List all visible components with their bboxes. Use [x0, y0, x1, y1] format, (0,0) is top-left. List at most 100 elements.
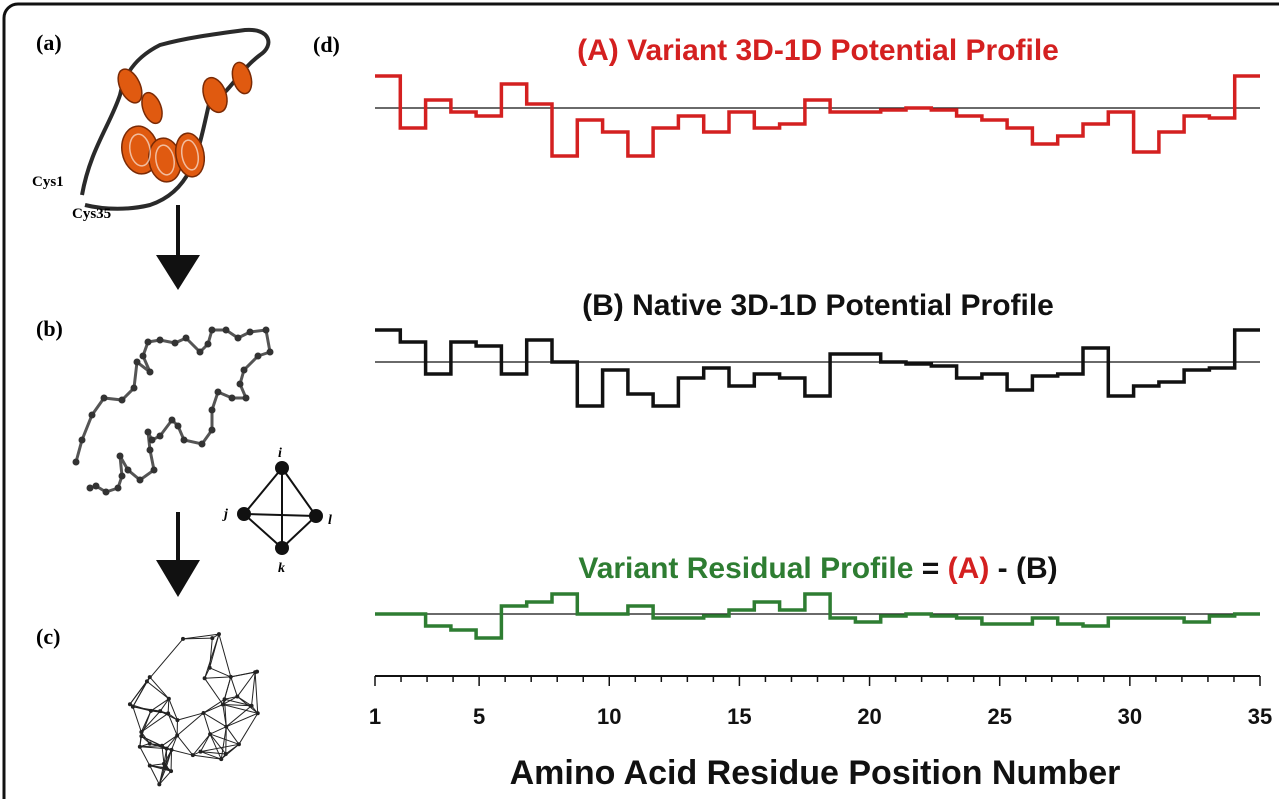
- x-tick-label: 5: [473, 704, 485, 729]
- backbone-atom: [150, 466, 158, 474]
- profile-title-residual: Variant Residual Profile = (A) - (B): [578, 552, 1057, 585]
- mesh-edge: [222, 696, 238, 705]
- mesh-vertex: [228, 674, 233, 679]
- mesh-edge: [177, 712, 204, 721]
- mesh-edge: [150, 698, 170, 712]
- mesh-vertex: [208, 732, 213, 737]
- backbone-atom: [130, 384, 138, 392]
- backbone-atom: [148, 436, 156, 444]
- backbone-atom: [182, 334, 190, 342]
- title-main: (B) Native 3D-1D Potential Profile: [582, 289, 1054, 322]
- backbone-atom: [118, 396, 126, 404]
- backbone-atom: [222, 326, 230, 334]
- mesh-vertex: [220, 702, 225, 707]
- mesh-edge: [166, 735, 178, 749]
- backbone-atom: [208, 326, 216, 334]
- backbone-atom: [262, 326, 270, 334]
- mesh-edge: [167, 698, 170, 714]
- mesh-vertex: [190, 753, 195, 758]
- backbone-atom: [171, 339, 179, 347]
- backbone-atom: [168, 416, 176, 424]
- backbone-atom: [196, 348, 204, 356]
- mesh-edge: [140, 710, 161, 733]
- profile-title-B: (B) Native 3D-1D Potential Profile: [582, 289, 1054, 322]
- mesh-vertex: [139, 730, 144, 735]
- mesh-vertex: [249, 703, 254, 708]
- backbone-atom: [204, 340, 212, 348]
- vertex-label-l: l: [328, 513, 332, 528]
- mesh-edge: [225, 726, 240, 745]
- mesh-vertex: [201, 710, 206, 715]
- mesh-edge: [159, 698, 170, 712]
- mesh-edge: [168, 698, 178, 721]
- backbone-atom: [254, 352, 262, 360]
- mesh-edge: [236, 671, 256, 697]
- backbone-atom: [136, 476, 144, 484]
- panel-label-a: (a): [36, 30, 62, 55]
- x-tick-label: 10: [597, 704, 621, 729]
- backbone-trace: [72, 326, 274, 496]
- profile-chart: (A) Variant 3D-1D Potential Profile (B) N…: [369, 34, 1272, 792]
- backbone-atom: [242, 394, 250, 402]
- mesh-vertex: [159, 743, 164, 748]
- mesh-vertex: [147, 675, 152, 680]
- mesh-vertex: [139, 734, 144, 739]
- mesh-vertex: [164, 765, 169, 770]
- vertex-label-j: j: [222, 507, 228, 522]
- mesh-vertex: [130, 704, 135, 709]
- mesh-edge: [192, 733, 211, 756]
- mesh-edge: [222, 704, 252, 707]
- mesh-vertex: [181, 636, 186, 641]
- mesh-edge: [230, 671, 258, 678]
- mesh-edge: [161, 735, 178, 747]
- mesh-edge: [200, 743, 240, 753]
- backbone-atom: [234, 334, 242, 342]
- mesh-edge: [209, 726, 227, 735]
- mesh-edge: [209, 733, 222, 760]
- mesh-vertex: [166, 711, 171, 716]
- mesh-edge: [140, 731, 151, 744]
- x-tick-label: 1: [369, 704, 381, 729]
- mesh-vertex: [224, 724, 229, 729]
- mesh-edge: [132, 706, 142, 733]
- mesh-edge: [203, 704, 224, 714]
- mesh-vertex: [164, 746, 169, 751]
- arrow-a-to-b: [156, 205, 200, 290]
- mesh-vertex: [210, 636, 215, 641]
- title-a: (A): [948, 552, 990, 585]
- mesh-edge: [224, 696, 238, 700]
- cys1-label: Cys1: [32, 174, 64, 190]
- x-tick-label: 15: [727, 704, 751, 729]
- mesh-edge: [139, 746, 167, 750]
- mesh-edge: [140, 710, 152, 733]
- title-equals: =: [913, 552, 947, 585]
- mesh-vertex: [222, 697, 227, 702]
- mesh-edge: [204, 634, 220, 679]
- backbone-atom: [114, 484, 122, 492]
- backbone-atom: [240, 366, 248, 374]
- x-axis-label: Amino Acid Residue Position Number: [510, 754, 1121, 792]
- vertex-label-k: k: [278, 561, 285, 576]
- mesh-vertex: [216, 632, 221, 637]
- backbone-atom: [86, 484, 94, 492]
- title-main: (A) Variant 3D-1D Potential Profile: [577, 34, 1059, 67]
- mesh-edge: [200, 751, 222, 760]
- mesh-edge: [203, 712, 211, 735]
- panel-label-d: (d): [313, 32, 340, 57]
- panel-label-c: (c): [36, 624, 60, 649]
- mesh-vertex: [255, 669, 260, 674]
- mesh-edge: [222, 704, 258, 714]
- backbone-atom: [156, 336, 164, 344]
- mesh-vertex: [219, 757, 224, 762]
- mesh-edge: [230, 676, 238, 697]
- loop-coil-lower: [84, 99, 212, 211]
- mesh-edge: [209, 638, 213, 668]
- backbone-atom: [228, 394, 236, 402]
- x-tick-label: 20: [857, 704, 881, 729]
- mesh-edge: [182, 633, 220, 640]
- backbone-atom: [214, 388, 222, 396]
- backbone-atom: [133, 358, 141, 366]
- mesh-vertex: [148, 708, 153, 713]
- mesh-edge: [222, 704, 227, 727]
